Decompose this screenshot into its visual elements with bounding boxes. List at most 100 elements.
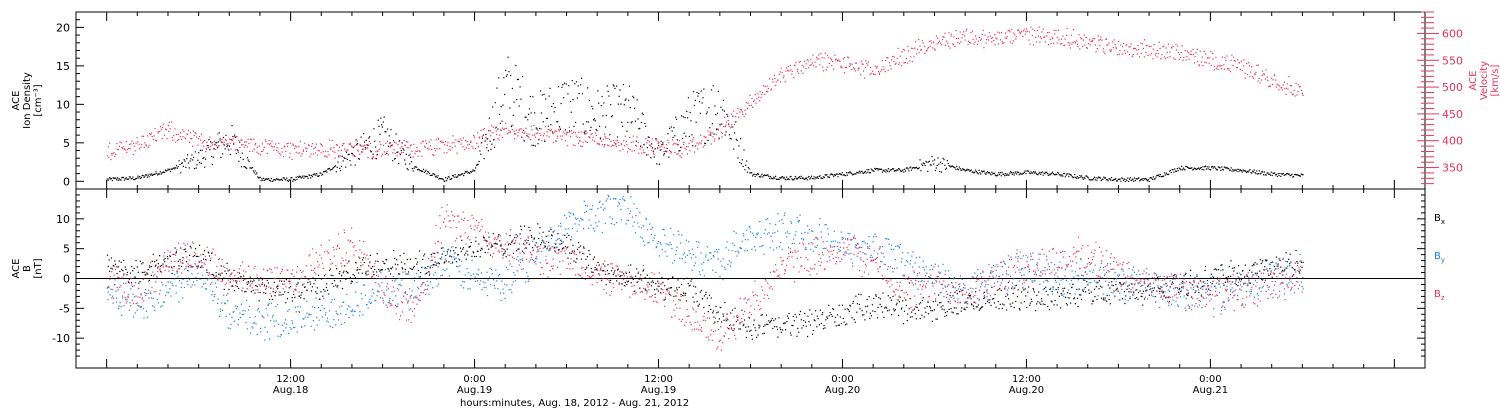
by-point bbox=[248, 309, 249, 310]
by-point bbox=[148, 293, 149, 294]
bx-point bbox=[350, 283, 351, 284]
velocity-point bbox=[1115, 44, 1116, 45]
velocity-point bbox=[878, 71, 879, 72]
bx-point bbox=[1236, 284, 1237, 285]
bx-point bbox=[1154, 287, 1155, 288]
bx-point bbox=[293, 294, 294, 295]
velocity-point bbox=[413, 144, 414, 145]
bx-point bbox=[952, 295, 953, 296]
density-point bbox=[660, 141, 661, 142]
velocity-point bbox=[793, 77, 794, 78]
bx-point bbox=[935, 318, 936, 319]
density-point bbox=[660, 150, 661, 151]
bx-point bbox=[596, 268, 597, 269]
velocity-point bbox=[390, 146, 391, 147]
velocity-point bbox=[121, 147, 122, 148]
by-point bbox=[154, 307, 155, 308]
density-point bbox=[608, 95, 609, 96]
velocity-point bbox=[745, 114, 746, 115]
velocity-point bbox=[220, 138, 221, 139]
by-point bbox=[114, 279, 115, 280]
velocity-point bbox=[121, 142, 122, 143]
velocity-point bbox=[517, 135, 518, 136]
density-point bbox=[594, 118, 595, 119]
velocity-point bbox=[291, 159, 292, 160]
density-point bbox=[236, 153, 237, 154]
velocity-point bbox=[288, 143, 289, 144]
bx-point bbox=[1106, 300, 1107, 301]
density-point bbox=[641, 122, 642, 123]
density-point bbox=[1094, 177, 1095, 178]
bx-point bbox=[370, 255, 371, 256]
bx-point bbox=[568, 235, 569, 236]
density-point bbox=[480, 154, 481, 155]
velocity-point bbox=[212, 142, 213, 143]
bx-point bbox=[362, 259, 363, 260]
bx-point bbox=[1069, 293, 1070, 294]
by-point bbox=[168, 281, 169, 282]
bx-point bbox=[484, 237, 485, 238]
velocity-point bbox=[776, 81, 777, 82]
density-point bbox=[1237, 171, 1238, 172]
velocity-point bbox=[1075, 42, 1076, 43]
bx-point bbox=[460, 248, 461, 249]
density-point bbox=[888, 168, 889, 169]
velocity-point bbox=[1086, 37, 1087, 38]
by-point bbox=[228, 327, 229, 328]
by-point bbox=[264, 327, 265, 328]
density-point bbox=[498, 77, 499, 78]
bx-point bbox=[692, 297, 693, 298]
velocity-point bbox=[1218, 65, 1219, 66]
density-point bbox=[681, 115, 682, 116]
velocity-point bbox=[696, 142, 697, 143]
density-point bbox=[679, 150, 680, 151]
bx-point bbox=[792, 325, 793, 326]
bx-point bbox=[1199, 278, 1200, 279]
bx-point bbox=[920, 302, 921, 303]
velocity-point bbox=[966, 30, 967, 31]
velocity-point bbox=[1032, 35, 1033, 36]
velocity-point bbox=[278, 151, 279, 152]
density-point bbox=[1212, 166, 1213, 167]
velocity-point bbox=[337, 145, 338, 146]
velocity-point bbox=[802, 65, 803, 66]
bx-point bbox=[883, 317, 884, 318]
velocity-point bbox=[505, 123, 506, 124]
b-tick-label: -5 bbox=[59, 302, 70, 315]
density-point bbox=[284, 177, 285, 178]
velocity-point bbox=[762, 92, 763, 93]
velocity-point bbox=[1150, 54, 1151, 55]
velocity-point bbox=[499, 135, 500, 136]
density-point bbox=[975, 169, 976, 170]
density-point bbox=[754, 174, 755, 175]
density-point bbox=[756, 174, 757, 175]
by-point bbox=[214, 294, 215, 295]
velocity-point bbox=[1179, 54, 1180, 55]
velocity-point bbox=[403, 152, 404, 153]
density-point bbox=[718, 91, 719, 92]
bx-point bbox=[226, 263, 227, 264]
b-tick-label: -10 bbox=[52, 332, 70, 345]
bx-point bbox=[597, 262, 598, 263]
velocity-point bbox=[1205, 53, 1206, 54]
velocity-point bbox=[247, 146, 248, 147]
bx-point bbox=[833, 309, 834, 310]
velocity-point bbox=[449, 146, 450, 147]
velocity-point bbox=[359, 154, 360, 155]
velocity-point bbox=[693, 137, 694, 138]
velocity-point bbox=[964, 35, 965, 36]
velocity-point bbox=[924, 53, 925, 54]
velocity-point bbox=[948, 46, 949, 47]
density-point bbox=[674, 135, 675, 136]
bx-point bbox=[850, 305, 851, 306]
density-point bbox=[229, 146, 230, 147]
by-point bbox=[327, 318, 328, 319]
bx-point bbox=[881, 306, 882, 307]
velocity-point bbox=[1109, 49, 1110, 50]
density-point bbox=[580, 84, 581, 85]
density-point bbox=[257, 176, 258, 177]
velocity-point bbox=[170, 128, 171, 129]
velocity-point bbox=[712, 136, 713, 137]
density-point bbox=[1130, 177, 1131, 178]
bx-point bbox=[561, 243, 562, 244]
